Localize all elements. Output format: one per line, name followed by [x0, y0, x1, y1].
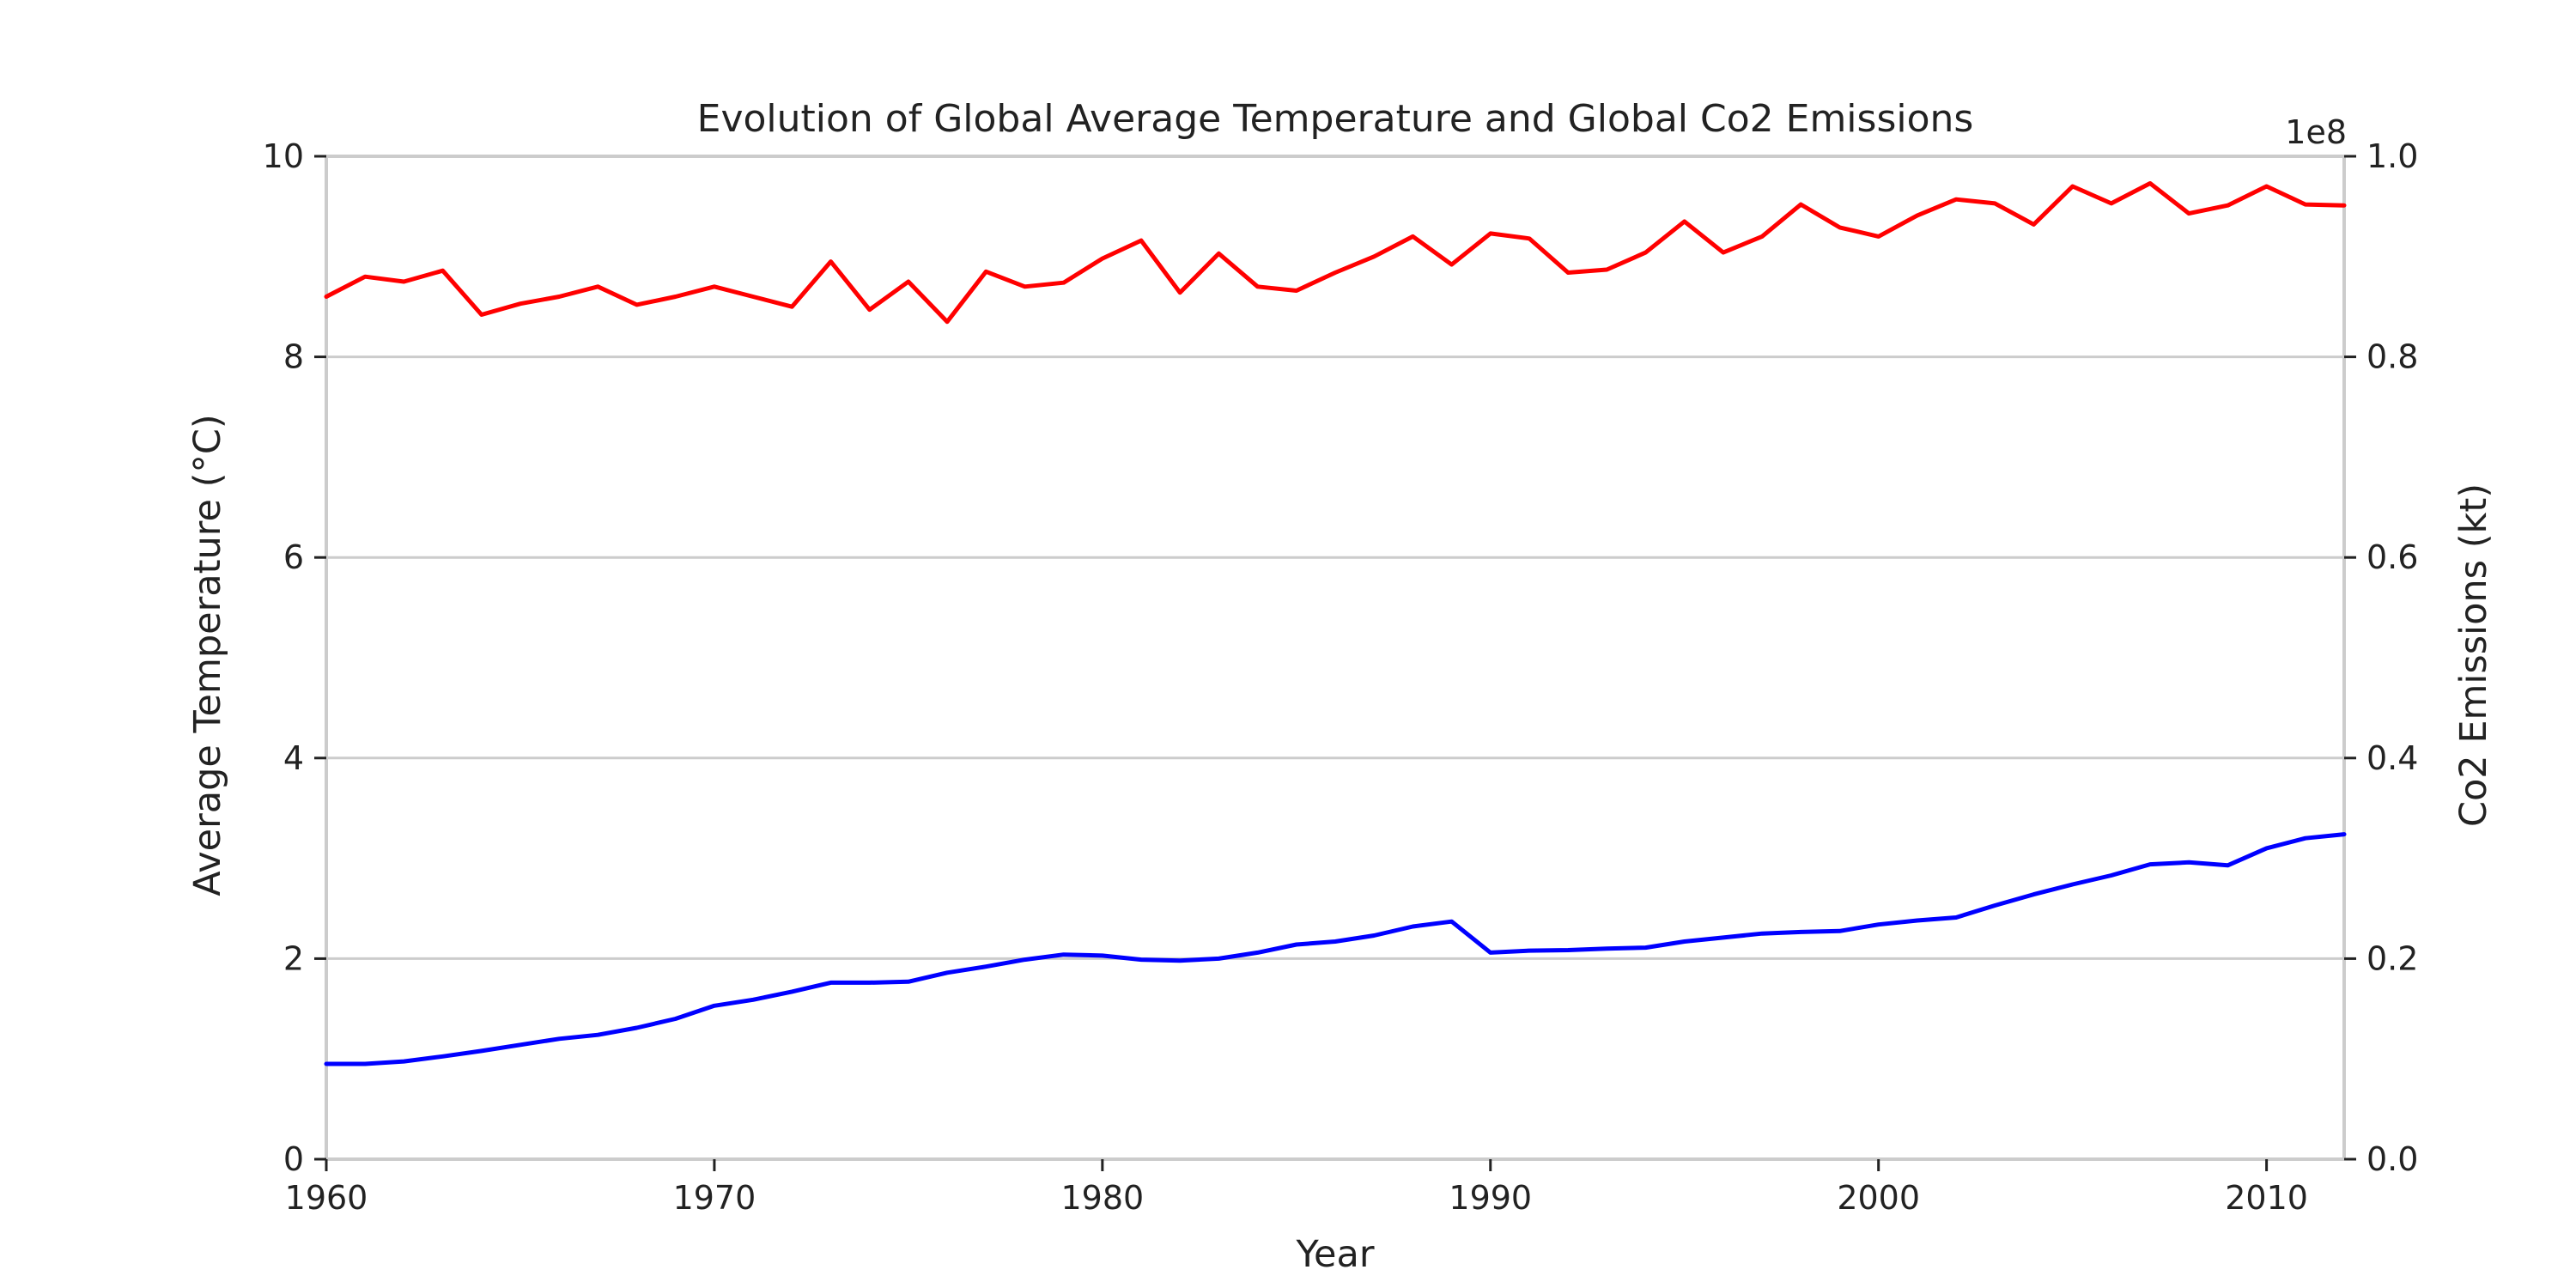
right-axis-multiplier: 1e8: [2285, 113, 2347, 151]
right-tick-label-0.2: 0.2: [2366, 939, 2418, 977]
x-tick-label-1980: 1980: [1060, 1179, 1144, 1217]
left-tick-label-6: 6: [283, 538, 304, 576]
x-tick-label-1970: 1970: [673, 1179, 756, 1217]
right-tick-label-0.4: 0.4: [2366, 739, 2418, 777]
left-tick-label-0: 0: [283, 1140, 304, 1178]
left-tick-label-8: 8: [283, 338, 304, 376]
axes-spines: [325, 155, 2346, 1161]
series-lines: [324, 181, 2347, 1066]
tick-labels: 0 2 4 6 8 10 0.0 0.2 0.4 0.6 0.8 1.0 1960 1970 1980 199…: [263, 137, 2419, 1217]
left-tick-label-2: 2: [283, 939, 304, 977]
right-tick-label-0.6: 0.6: [2366, 538, 2418, 576]
left-tick-label-10: 10: [263, 137, 304, 175]
left-tick-label-4: 4: [283, 739, 304, 777]
x-tick-label-1990: 1990: [1449, 1179, 1532, 1217]
temperature-line: [324, 181, 2347, 325]
right-y-axis-label: Co2 Emissions (kt): [2452, 483, 2495, 827]
gridlines: [326, 155, 2344, 1161]
co2-emissions-line: [324, 832, 2347, 1066]
x-tick-label-2000: 2000: [1837, 1179, 1920, 1217]
x-axis-label: Year: [1295, 1233, 1374, 1276]
x-tick-label-2010: 2010: [2225, 1179, 2308, 1217]
right-tick-label-1.0: 1.0: [2366, 137, 2418, 175]
x-tick-label-1960: 1960: [285, 1179, 368, 1217]
left-y-axis-label: Average Temperature (°C): [186, 414, 229, 896]
right-tick-label-0.0: 0.0: [2366, 1140, 2418, 1178]
chart-title: Evolution of Global Average Temperature …: [697, 97, 1974, 141]
right-tick-label-0.8: 0.8: [2366, 338, 2418, 376]
